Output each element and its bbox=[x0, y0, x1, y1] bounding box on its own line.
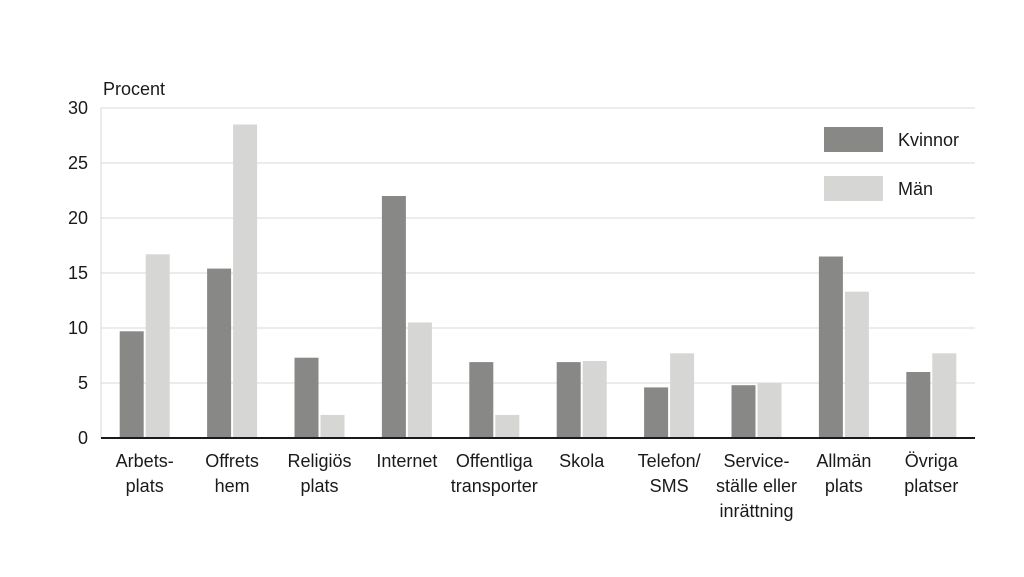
legend: Kvinnor Män bbox=[824, 127, 959, 201]
bar-kvinnor bbox=[294, 357, 319, 438]
bar-kvinnor bbox=[556, 362, 581, 438]
bar-man bbox=[757, 383, 782, 438]
bars bbox=[119, 124, 957, 438]
x-tick-label-line: Allmän bbox=[816, 451, 871, 471]
legend-swatch bbox=[824, 127, 883, 152]
bar-kvinnor bbox=[731, 385, 756, 438]
x-tick-label: Skola bbox=[559, 451, 605, 471]
x-axis bbox=[100, 108, 975, 439]
x-tick-label: Allmän plats bbox=[816, 451, 871, 496]
legend-label: Män bbox=[898, 179, 933, 199]
x-tick-label-line: SMS bbox=[650, 476, 689, 496]
x-tick-label-line: Övriga bbox=[905, 451, 959, 471]
bar-man bbox=[932, 353, 957, 438]
x-tick-label-line: Arbets- bbox=[116, 451, 174, 471]
x-tick-label-line: Telefon/ bbox=[638, 451, 701, 471]
x-tick-label-line: plats bbox=[126, 476, 164, 496]
legend-label: Kvinnor bbox=[898, 130, 959, 150]
x-tick-label: Arbets-plats bbox=[116, 451, 174, 496]
bar-kvinnor bbox=[818, 256, 843, 438]
x-tick-label: Telefon/SMS bbox=[638, 451, 701, 496]
bar-kvinnor bbox=[469, 362, 494, 438]
x-tick-label-line: transporter bbox=[451, 476, 538, 496]
y-tick-label: 30 bbox=[68, 98, 88, 118]
x-tick-label-line: Religiös bbox=[287, 451, 351, 471]
x-tick-label: Religiös plats bbox=[287, 451, 351, 496]
y-axis-label: Procent bbox=[103, 79, 165, 99]
x-tick-label-line: inrättning bbox=[719, 501, 793, 521]
bar-kvinnor bbox=[906, 372, 931, 438]
x-tick-label-line: Offrets bbox=[205, 451, 259, 471]
x-tick-label-line: platser bbox=[904, 476, 958, 496]
bar-man bbox=[145, 254, 170, 438]
bar-man bbox=[407, 322, 432, 438]
bar-man bbox=[495, 414, 520, 438]
x-tick-label-line: hem bbox=[215, 476, 250, 496]
x-tick-label: Offentliga transporter bbox=[451, 451, 538, 496]
y-tick-label: 20 bbox=[68, 208, 88, 228]
bar-man bbox=[320, 414, 345, 438]
y-tick-label: 15 bbox=[68, 263, 88, 283]
bar-man bbox=[844, 291, 869, 438]
y-tick-labels: 0 5 10 15 20 25 30 bbox=[68, 98, 88, 448]
x-tick-label-line: Internet bbox=[376, 451, 437, 471]
x-tick-label: Övriga platser bbox=[904, 451, 959, 496]
y-tick-label: 5 bbox=[78, 373, 88, 393]
bar-kvinnor bbox=[381, 196, 406, 438]
x-tick-label-line: plats bbox=[300, 476, 338, 496]
y-tick-label: 25 bbox=[68, 153, 88, 173]
legend-swatch bbox=[824, 176, 883, 201]
x-tick-label-line: Offentliga bbox=[456, 451, 534, 471]
x-tick-label-line: Skola bbox=[559, 451, 605, 471]
bar-man bbox=[670, 353, 695, 438]
x-tick-labels: Arbets-plats Offrets hem Religiös plats Inter… bbox=[116, 451, 959, 521]
x-tick-label-line: ställe eller bbox=[716, 476, 797, 496]
y-tick-label: 0 bbox=[78, 428, 88, 448]
bar-kvinnor bbox=[644, 387, 669, 438]
x-tick-label: Service-ställe eller inrättning bbox=[716, 451, 797, 521]
bar-man bbox=[233, 124, 258, 438]
bar-kvinnor bbox=[119, 331, 144, 438]
bar-man bbox=[582, 361, 607, 438]
x-tick-label-line: Service- bbox=[723, 451, 789, 471]
bar-kvinnor bbox=[207, 268, 232, 438]
x-tick-label: Offrets hem bbox=[205, 451, 259, 496]
x-tick-label: Internet bbox=[376, 451, 437, 471]
x-tick-label-line: plats bbox=[825, 476, 863, 496]
y-tick-label: 10 bbox=[68, 318, 88, 338]
